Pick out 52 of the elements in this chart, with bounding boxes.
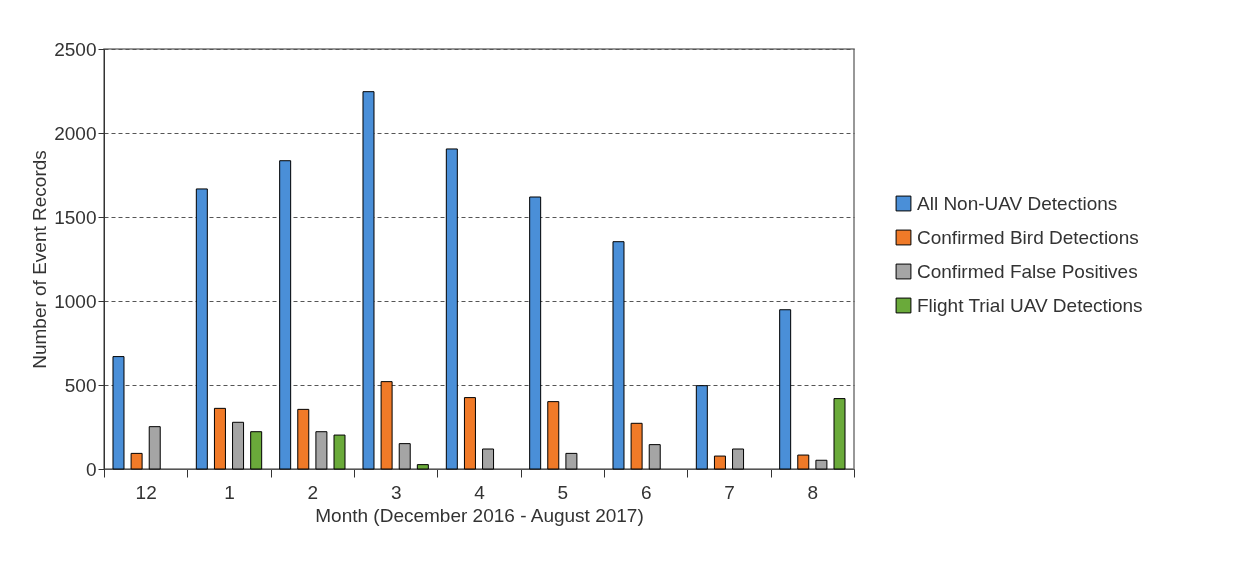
bar <box>279 160 292 470</box>
bar <box>333 434 346 470</box>
bar <box>797 454 810 470</box>
bar <box>112 356 125 470</box>
y-axis-title: Number of Event Records <box>29 150 51 369</box>
x-tick-label: 6 <box>640 481 652 503</box>
bar <box>482 448 495 470</box>
x-tick-label: 2 <box>307 481 319 503</box>
bar <box>779 309 792 470</box>
bar <box>362 91 375 470</box>
legend-label: Flight Trial UAV Detections <box>917 294 1143 316</box>
y-tick-label: 2000 <box>54 122 97 144</box>
x-tick-label: 8 <box>807 481 819 503</box>
x-tick-label: 5 <box>557 481 569 503</box>
bar <box>232 421 245 470</box>
bar <box>732 448 745 470</box>
bar <box>445 148 458 470</box>
bar <box>612 241 625 470</box>
x-tick-label: 3 <box>390 481 402 503</box>
bar <box>297 408 310 470</box>
x-tick-label: 1 <box>224 481 235 503</box>
bar <box>713 455 726 470</box>
bar <box>695 385 708 470</box>
bar <box>416 464 429 470</box>
y-tick-label: 0 <box>85 458 97 480</box>
bar <box>148 426 161 470</box>
bar <box>380 381 393 470</box>
y-tick-label: 1000 <box>54 290 97 312</box>
legend-label: Confirmed False Positives <box>917 260 1138 282</box>
bar <box>833 398 846 470</box>
bar <box>130 452 143 470</box>
x-axis-title: Month (December 2016 - August 2017) <box>315 504 644 526</box>
legend-label: Confirmed Bird Detections <box>917 226 1139 248</box>
bar <box>815 459 828 470</box>
x-tick-label: 7 <box>724 481 735 503</box>
x-tick-label: 12 <box>135 481 157 503</box>
bar <box>529 196 542 470</box>
bar <box>213 407 226 470</box>
bar <box>398 443 411 470</box>
y-tick-label: 500 <box>64 374 97 396</box>
y-tick-label: 1500 <box>54 206 97 228</box>
bar <box>195 188 208 470</box>
legend-label: All Non-UAV Detections <box>917 192 1118 214</box>
bar <box>648 444 661 470</box>
x-tick-label: 4 <box>474 481 486 503</box>
bar <box>565 452 578 470</box>
bar <box>547 401 560 470</box>
bar <box>463 397 476 470</box>
bar <box>250 431 263 470</box>
y-tick-label: 2500 <box>54 38 97 60</box>
bar <box>630 422 643 470</box>
bar <box>315 431 328 470</box>
